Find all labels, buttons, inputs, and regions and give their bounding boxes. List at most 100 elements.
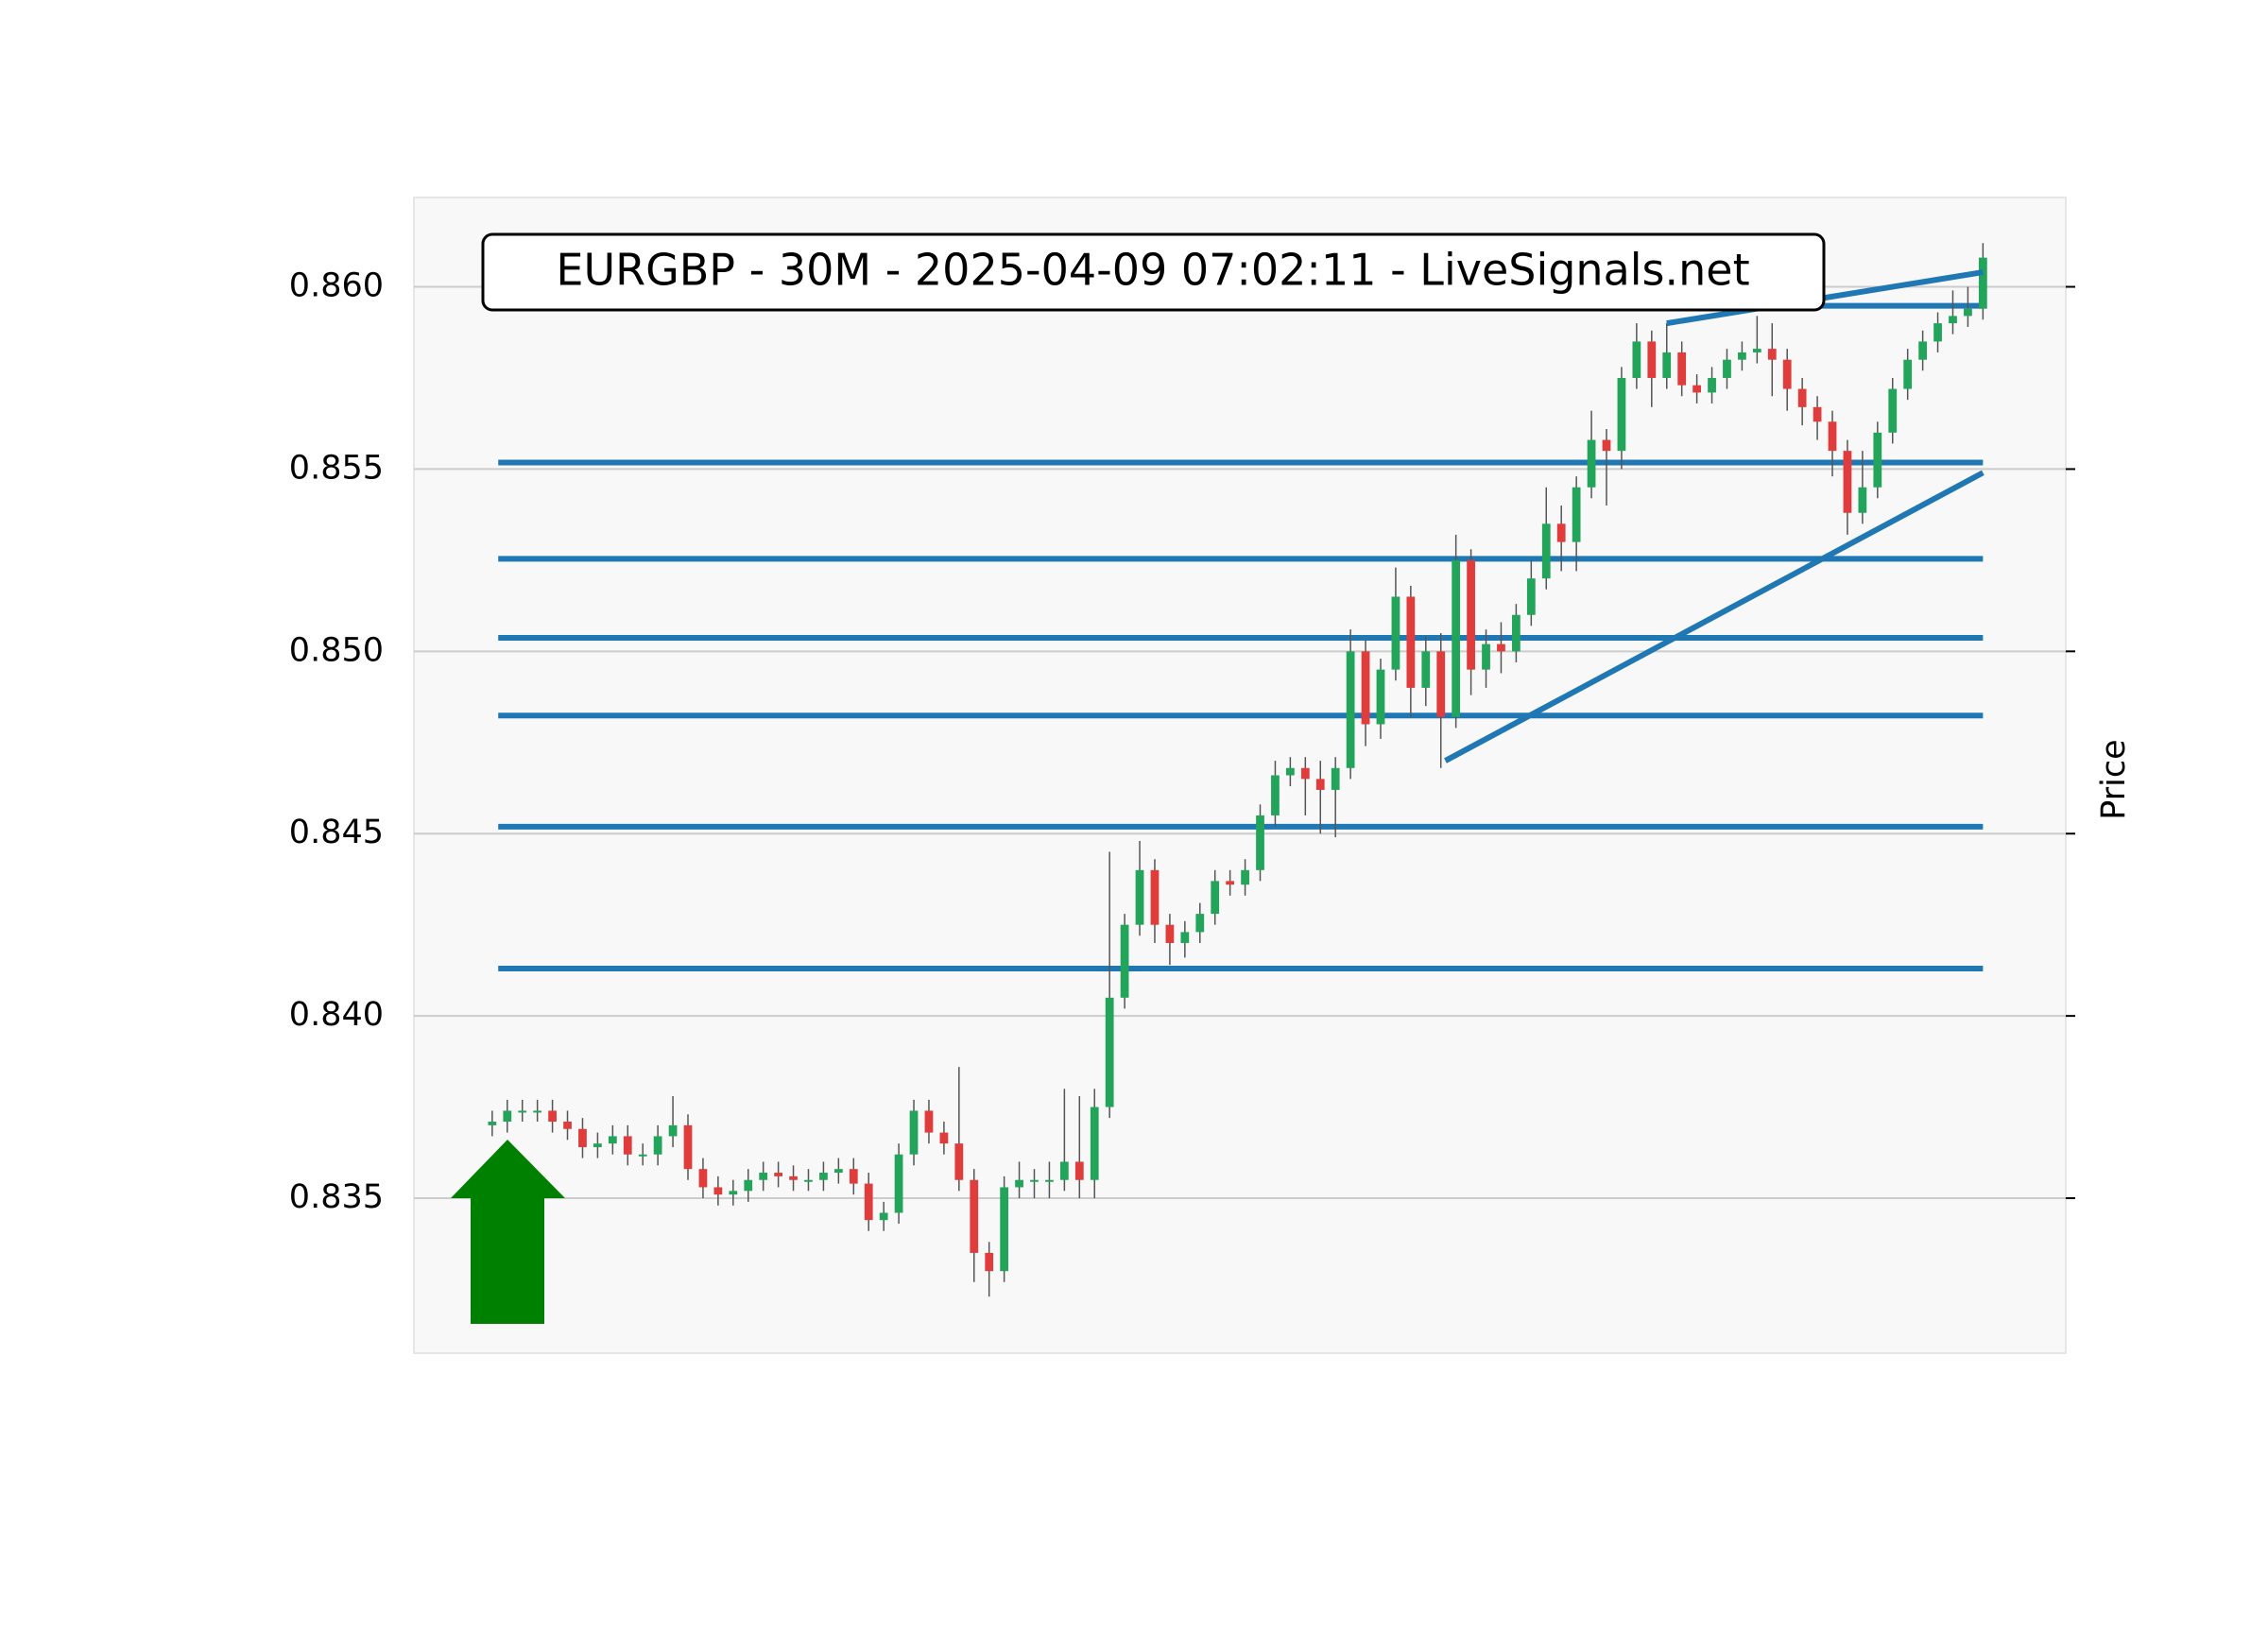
candle-body (713, 1187, 723, 1195)
candle-body (1120, 924, 1129, 998)
candle-body (833, 1169, 843, 1174)
candle-body (1526, 578, 1536, 615)
y-tick-label: 0.855 (289, 449, 384, 487)
candle-body (1723, 359, 1731, 378)
candle-body (970, 1179, 979, 1253)
candle-body (1195, 914, 1205, 933)
candle-body (1797, 388, 1807, 407)
candle-body (1752, 349, 1761, 352)
candle-body (954, 1143, 964, 1180)
candle-body (864, 1183, 873, 1221)
candle-body (939, 1132, 949, 1144)
candle-body (1497, 643, 1505, 652)
candle-body (1782, 359, 1792, 389)
candle-body (503, 1110, 512, 1123)
candle-body (1662, 352, 1672, 378)
candle-body (1059, 1161, 1069, 1180)
y-axis-label: Price (2095, 739, 2133, 819)
plot-area (413, 197, 2067, 1354)
candle-body (804, 1179, 813, 1182)
candle-body (1015, 1179, 1023, 1188)
candle-body (1421, 651, 1431, 688)
candle-body (1376, 669, 1385, 725)
candle-body (1813, 406, 1822, 422)
candle-body (985, 1252, 994, 1272)
candle-body (1226, 881, 1235, 885)
candle-body (909, 1110, 919, 1155)
candle-body (1632, 341, 1641, 378)
candle-body (1949, 316, 1957, 324)
candle-body (819, 1173, 828, 1180)
candle-body (1843, 451, 1852, 513)
candle-body (1873, 432, 1882, 488)
candle-body (1285, 767, 1295, 776)
candle-body (518, 1110, 527, 1113)
candle-body (1074, 1161, 1084, 1180)
candle-body (1241, 869, 1249, 885)
candle-body (1602, 439, 1611, 452)
buy-arrow (451, 1140, 565, 1324)
candle-body (1918, 341, 1928, 360)
candle-body (1030, 1179, 1039, 1182)
candle-body (698, 1169, 708, 1188)
candle-body (548, 1110, 557, 1123)
candle-body (488, 1122, 497, 1125)
candle-body (1541, 523, 1551, 579)
candle-body (653, 1136, 662, 1155)
y-axis: 0.835 0.840 0.845 0.850 0.855 0.860 (289, 267, 2075, 1216)
candle-body (1858, 487, 1867, 513)
candle-body (774, 1173, 782, 1176)
candle-body (533, 1110, 542, 1113)
candle-body (1572, 487, 1581, 542)
title-box (481, 232, 1826, 312)
candle-body (1045, 1179, 1054, 1182)
candle-body (1647, 341, 1657, 378)
candle-body (744, 1179, 753, 1192)
candle-body (668, 1124, 678, 1137)
candle-body (1180, 932, 1190, 943)
candle-body (1315, 779, 1325, 790)
candle-body (1767, 349, 1777, 360)
candle-body (608, 1136, 617, 1144)
y-tick-label: 0.835 (289, 1178, 384, 1216)
trendline (1444, 470, 1984, 764)
candle-body (1903, 359, 1913, 389)
candle-body (1436, 651, 1446, 717)
candle-body (1617, 377, 1626, 452)
candle-body (1692, 385, 1701, 393)
candle-body (924, 1110, 934, 1133)
candle-body (1978, 257, 1987, 309)
candle-body (1271, 775, 1280, 815)
candle-body (1135, 869, 1144, 925)
candle-body (1964, 308, 1972, 317)
candle-body (1708, 377, 1716, 393)
candle-body (683, 1124, 693, 1170)
candle-body (1000, 1187, 1009, 1272)
levels (498, 302, 1984, 971)
candle-body (1361, 651, 1370, 725)
candle-body (1933, 323, 1942, 342)
candle-body (894, 1154, 903, 1213)
candle-body (759, 1173, 768, 1180)
y-tick-label: 0.850 (289, 631, 384, 669)
candle-body (1150, 869, 1160, 925)
candle-body (1391, 596, 1400, 670)
candle-body (1677, 352, 1687, 386)
candle-body (1482, 643, 1490, 670)
candle-body (1211, 881, 1220, 915)
candle-body (1512, 614, 1521, 652)
candle-body (789, 1175, 798, 1180)
candle-body (1738, 352, 1746, 360)
candle-body (729, 1191, 738, 1195)
y-tick-label: 0.860 (289, 267, 384, 305)
candle-body (1467, 559, 1475, 670)
candle-body (1888, 388, 1898, 433)
candle-body (638, 1154, 647, 1157)
candle-body (1300, 767, 1310, 780)
candle-body (1346, 651, 1355, 768)
chart-title: EURGBP - 30M - 2025-04-09 07:02:11 - Liv… (556, 245, 1749, 296)
y-tick-label: 0.845 (289, 814, 384, 851)
candle-body (563, 1122, 572, 1129)
candle-body (1331, 767, 1340, 790)
